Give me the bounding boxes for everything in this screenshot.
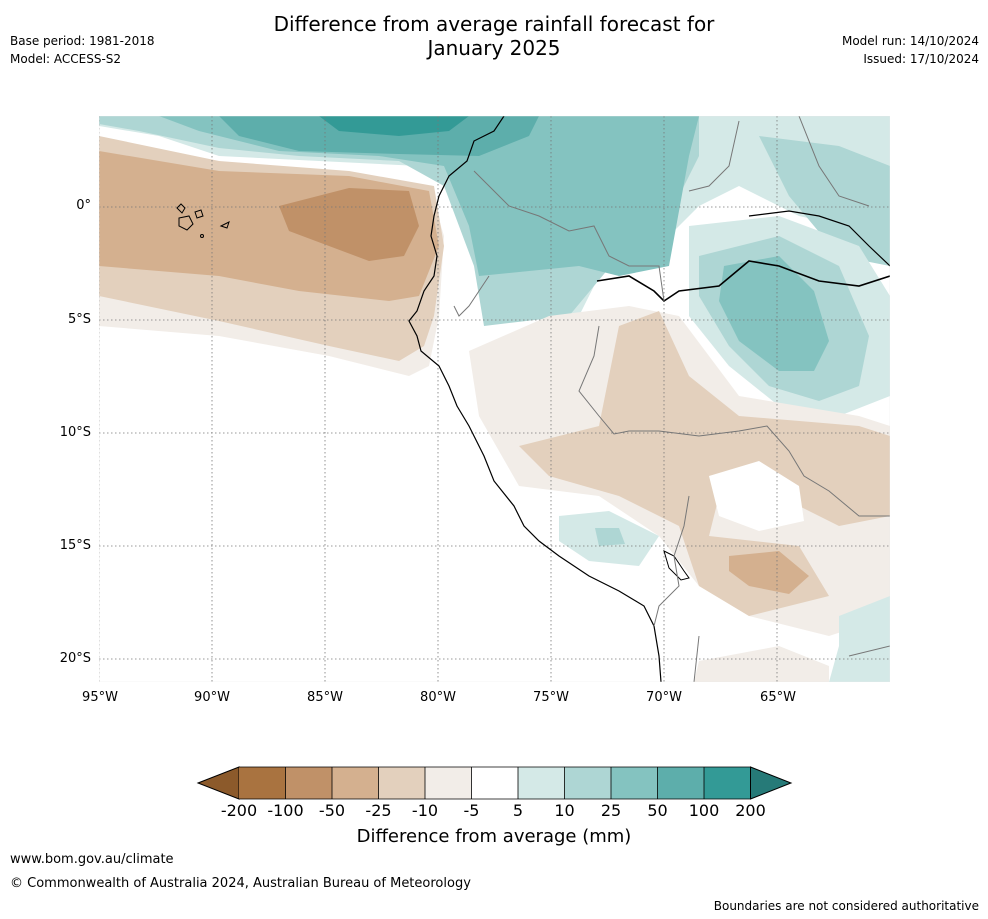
title-line-1: Difference from average rainfall forecas… — [273, 12, 715, 36]
colorbar-label: -10 — [411, 801, 439, 820]
colorbar — [196, 766, 793, 800]
model-run: Model run: 14/10/2024 — [841, 34, 979, 48]
copyright-text: © Commonwealth of Australia 2024, Austra… — [10, 876, 471, 891]
lon-label-75w: 75°W — [533, 690, 569, 705]
colorbar-bin — [611, 767, 658, 799]
header-left: Base period: 1981-2018 Model: ACCESS-S2 — [10, 32, 155, 68]
colorbar-bin — [518, 767, 565, 799]
colorbar-bin — [564, 767, 611, 799]
lon-label-80w: 80°W — [420, 690, 456, 705]
colorbar-label: 200 — [735, 801, 766, 820]
amazon-river — [596, 260, 890, 303]
dry-region-andes-25 — [729, 551, 809, 594]
dry-region-south-5 — [694, 646, 829, 682]
colorbar-label: -25 — [365, 801, 392, 820]
colorbar-label: 5 — [512, 801, 524, 820]
colorbar-bin — [285, 767, 332, 799]
wet-region-north-25 — [159, 116, 699, 276]
header-right: Model run: 14/10/2024 Issued: 17/10/2024 — [842, 32, 979, 68]
lon-label-90w: 90°W — [194, 690, 230, 705]
coastline — [408, 116, 662, 682]
colorbar-label: -200 — [220, 801, 258, 820]
colorbar-bin — [332, 767, 379, 799]
model-name: Model: ACCESS-S2 — [10, 52, 122, 66]
title-line-2: January 2025 — [427, 36, 561, 60]
colorbar-label: -5 — [463, 801, 480, 820]
colorbar-bin — [471, 767, 518, 799]
lon-label-85w: 85°W — [307, 690, 343, 705]
colorbar-bin — [378, 767, 425, 799]
lon-label-70w: 70°W — [646, 690, 682, 705]
base-period: Base period: 1981-2018 — [10, 34, 155, 48]
dry-region-ocean-50 — [279, 188, 419, 261]
galapagos-islands — [176, 203, 230, 238]
wet-region-north-100 — [319, 116, 469, 136]
colorbar-label: 25 — [600, 801, 622, 820]
map-title: Difference from average rainfall forecas… — [0, 12, 988, 60]
colorbar-bin — [657, 767, 704, 799]
colorbar-bin — [239, 767, 286, 799]
rainfall-map — [99, 116, 890, 682]
colorbar-extend-dry — [196, 766, 240, 800]
country-borders — [453, 116, 890, 682]
wet-region-north-50 — [219, 116, 539, 156]
colorbar-extend-wet — [750, 766, 793, 800]
neutral-pocket-bolivia — [709, 461, 804, 531]
wet-region-coast-10 — [595, 528, 625, 546]
colorbar-label: 100 — [688, 801, 720, 820]
wet-region-amazon-25 — [719, 256, 829, 371]
rio-negro — [748, 210, 890, 267]
colorbar-label: 10 — [554, 801, 575, 820]
colorbar-bin — [425, 767, 472, 799]
issued-date: Issued: 17/10/2024 — [863, 52, 979, 66]
dry-region-andes-10 — [519, 311, 890, 616]
colorbar-label: -50 — [318, 801, 346, 820]
wet-region-south-5 — [829, 596, 890, 682]
colorbar-bin — [704, 767, 751, 799]
disclaimer-text: Boundaries are not considered authoritat… — [713, 899, 979, 913]
website-link[interactable]: www.bom.gov.au/climate — [10, 852, 174, 867]
colorbar-title: Difference from average (mm) — [356, 826, 632, 847]
lon-label-65w: 65°W — [760, 690, 796, 705]
lon-label-95w: 95°W — [82, 690, 118, 705]
colorbar-label: -100 — [267, 801, 304, 820]
colorbar-label: 50 — [647, 801, 668, 820]
